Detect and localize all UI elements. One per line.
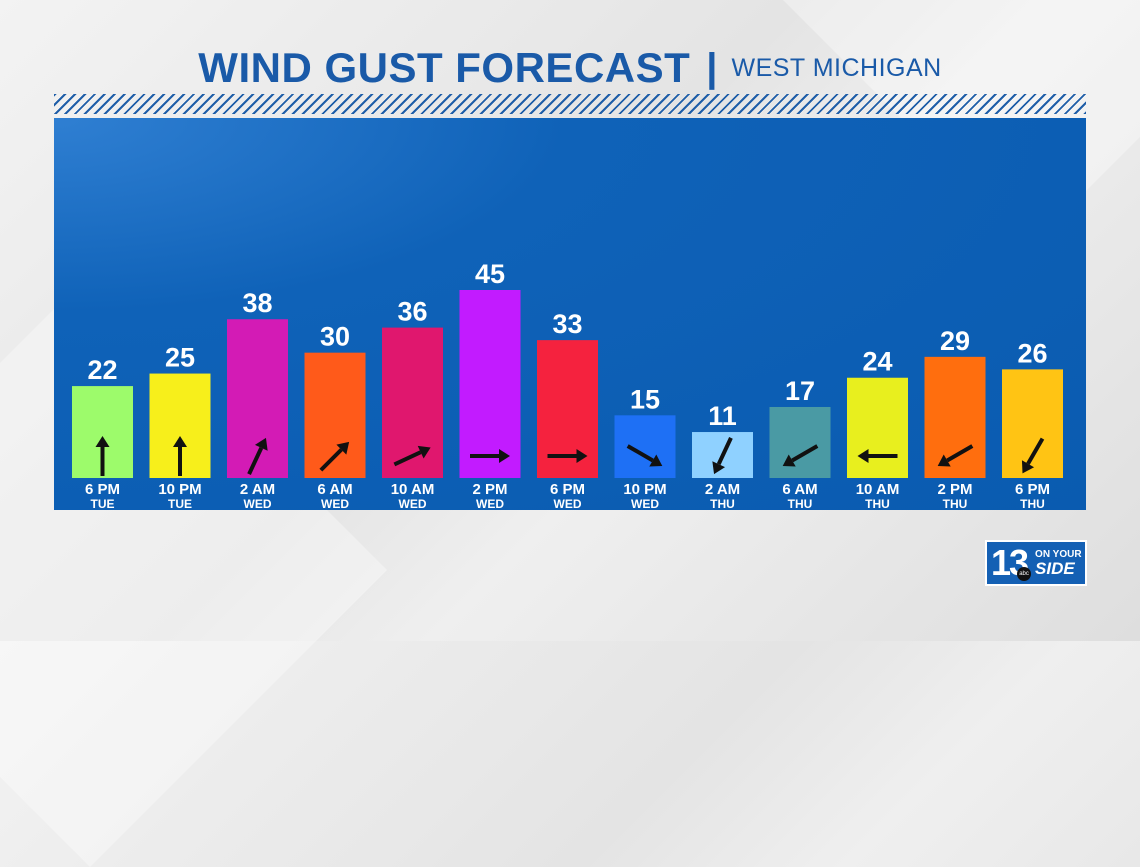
x-tick-time-label: 2 PM	[472, 481, 507, 498]
chart-subtitle: WEST MICHIGAN	[731, 53, 942, 82]
bar-value-label: 25	[165, 343, 195, 373]
wind-direction-arrow-head	[857, 449, 869, 463]
logo-line-1: ON YOUR	[1035, 548, 1082, 560]
x-tick-day-label: WED	[321, 497, 349, 510]
x-tick-time-label: 10 AM	[391, 481, 435, 498]
x-tick-time-label: 6 AM	[782, 481, 817, 498]
x-tick-time-label: 6 PM	[550, 481, 585, 498]
x-tick-time-label: 10 PM	[623, 481, 666, 498]
wind-direction-arrow-shaft	[393, 450, 422, 467]
bar-value-label: 11	[708, 401, 737, 431]
x-tick-time-label: 10 PM	[158, 481, 201, 498]
x-tick-day-label: TUE	[91, 497, 115, 510]
wind-direction-arrow-head	[712, 461, 726, 475]
x-tick-day-label: WED	[631, 497, 659, 510]
wind-direction-arrow-head	[499, 449, 510, 463]
x-tick-day-label: WED	[244, 497, 272, 510]
wind-direction-arrow-shaft	[319, 448, 343, 472]
wind-direction-arrow-head	[254, 437, 268, 451]
x-tick-day-label: THU	[865, 497, 890, 510]
chart-bar	[769, 406, 831, 478]
chart-bar	[1002, 369, 1063, 478]
wind-direction-arrow-shaft	[626, 444, 654, 463]
abc-logo-icon: abc	[1017, 567, 1032, 581]
x-tick-day-label: THU	[1020, 497, 1045, 510]
chart-bar	[382, 327, 443, 478]
wind-direction-arrow-head	[336, 441, 350, 455]
bar-value-label: 15	[630, 384, 660, 414]
chart-bar	[304, 352, 366, 478]
wind-direction-arrow-shaft	[791, 444, 819, 463]
x-tick-day-label: TUE	[168, 497, 192, 510]
wind-direction-arrow-head	[576, 449, 588, 463]
wind-direction-arrow-shaft	[247, 446, 264, 475]
x-tick-day-label: WED	[554, 497, 582, 510]
bar-value-label: 33	[552, 309, 582, 339]
x-tick-time-label: 2 AM	[240, 481, 275, 498]
x-tick-time-label: 2 AM	[705, 481, 740, 498]
bar-value-label: 17	[785, 376, 815, 406]
title-separator: |	[706, 45, 718, 90]
bar-value-label: 26	[1017, 338, 1047, 368]
bar-value-label: 30	[320, 322, 350, 352]
x-tick-time-label: 2 PM	[937, 481, 972, 498]
logo-line-2: SIDE	[1035, 558, 1075, 578]
wind-direction-arrow-shaft	[946, 444, 974, 463]
bar-value-label: 45	[475, 259, 505, 289]
x-tick-day-label: THU	[710, 497, 735, 510]
wind-direction-arrow-shaft	[1026, 437, 1045, 465]
wind-direction-arrow-head	[95, 436, 110, 447]
chart-bar	[847, 377, 908, 478]
chart-bar	[614, 415, 676, 478]
wind-direction-arrow-head	[417, 445, 431, 459]
x-tick-day-label: THU	[788, 497, 813, 510]
bar-value-label: 24	[862, 347, 892, 377]
x-tick-day-label: WED	[476, 497, 504, 510]
wind-direction-arrow-head	[937, 454, 951, 467]
wind-direction-arrow-head	[649, 454, 663, 467]
x-tick-time-label: 6 PM	[1015, 481, 1050, 498]
wind-direction-arrow-head	[782, 454, 796, 467]
wind-direction-arrow-head	[1021, 460, 1035, 474]
x-tick-time-label: 10 AM	[856, 481, 900, 498]
chart-bar	[459, 290, 521, 478]
x-tick-time-label: 6 PM	[85, 481, 120, 498]
decorative-stripe-band	[54, 94, 1086, 114]
bar-value-label: 38	[242, 288, 272, 318]
chart-title-row: WIND GUST FORECAST | WEST MICHIGAN	[0, 40, 1140, 96]
x-tick-day-label: WED	[399, 497, 427, 510]
chart-bar	[924, 356, 986, 478]
station-logo: 13 abc ON YOUR SIDE	[985, 540, 1087, 586]
x-tick-time-label: 6 AM	[317, 481, 352, 498]
bar-value-label: 29	[940, 326, 970, 356]
x-tick-day-label: THU	[943, 497, 968, 510]
chart-title: WIND GUST FORECAST	[198, 44, 691, 91]
bar-value-label: 22	[87, 355, 117, 385]
wind-direction-arrow-shaft	[716, 437, 733, 466]
bar-value-label: 36	[397, 297, 427, 327]
wind-direction-arrow-head	[173, 436, 187, 447]
